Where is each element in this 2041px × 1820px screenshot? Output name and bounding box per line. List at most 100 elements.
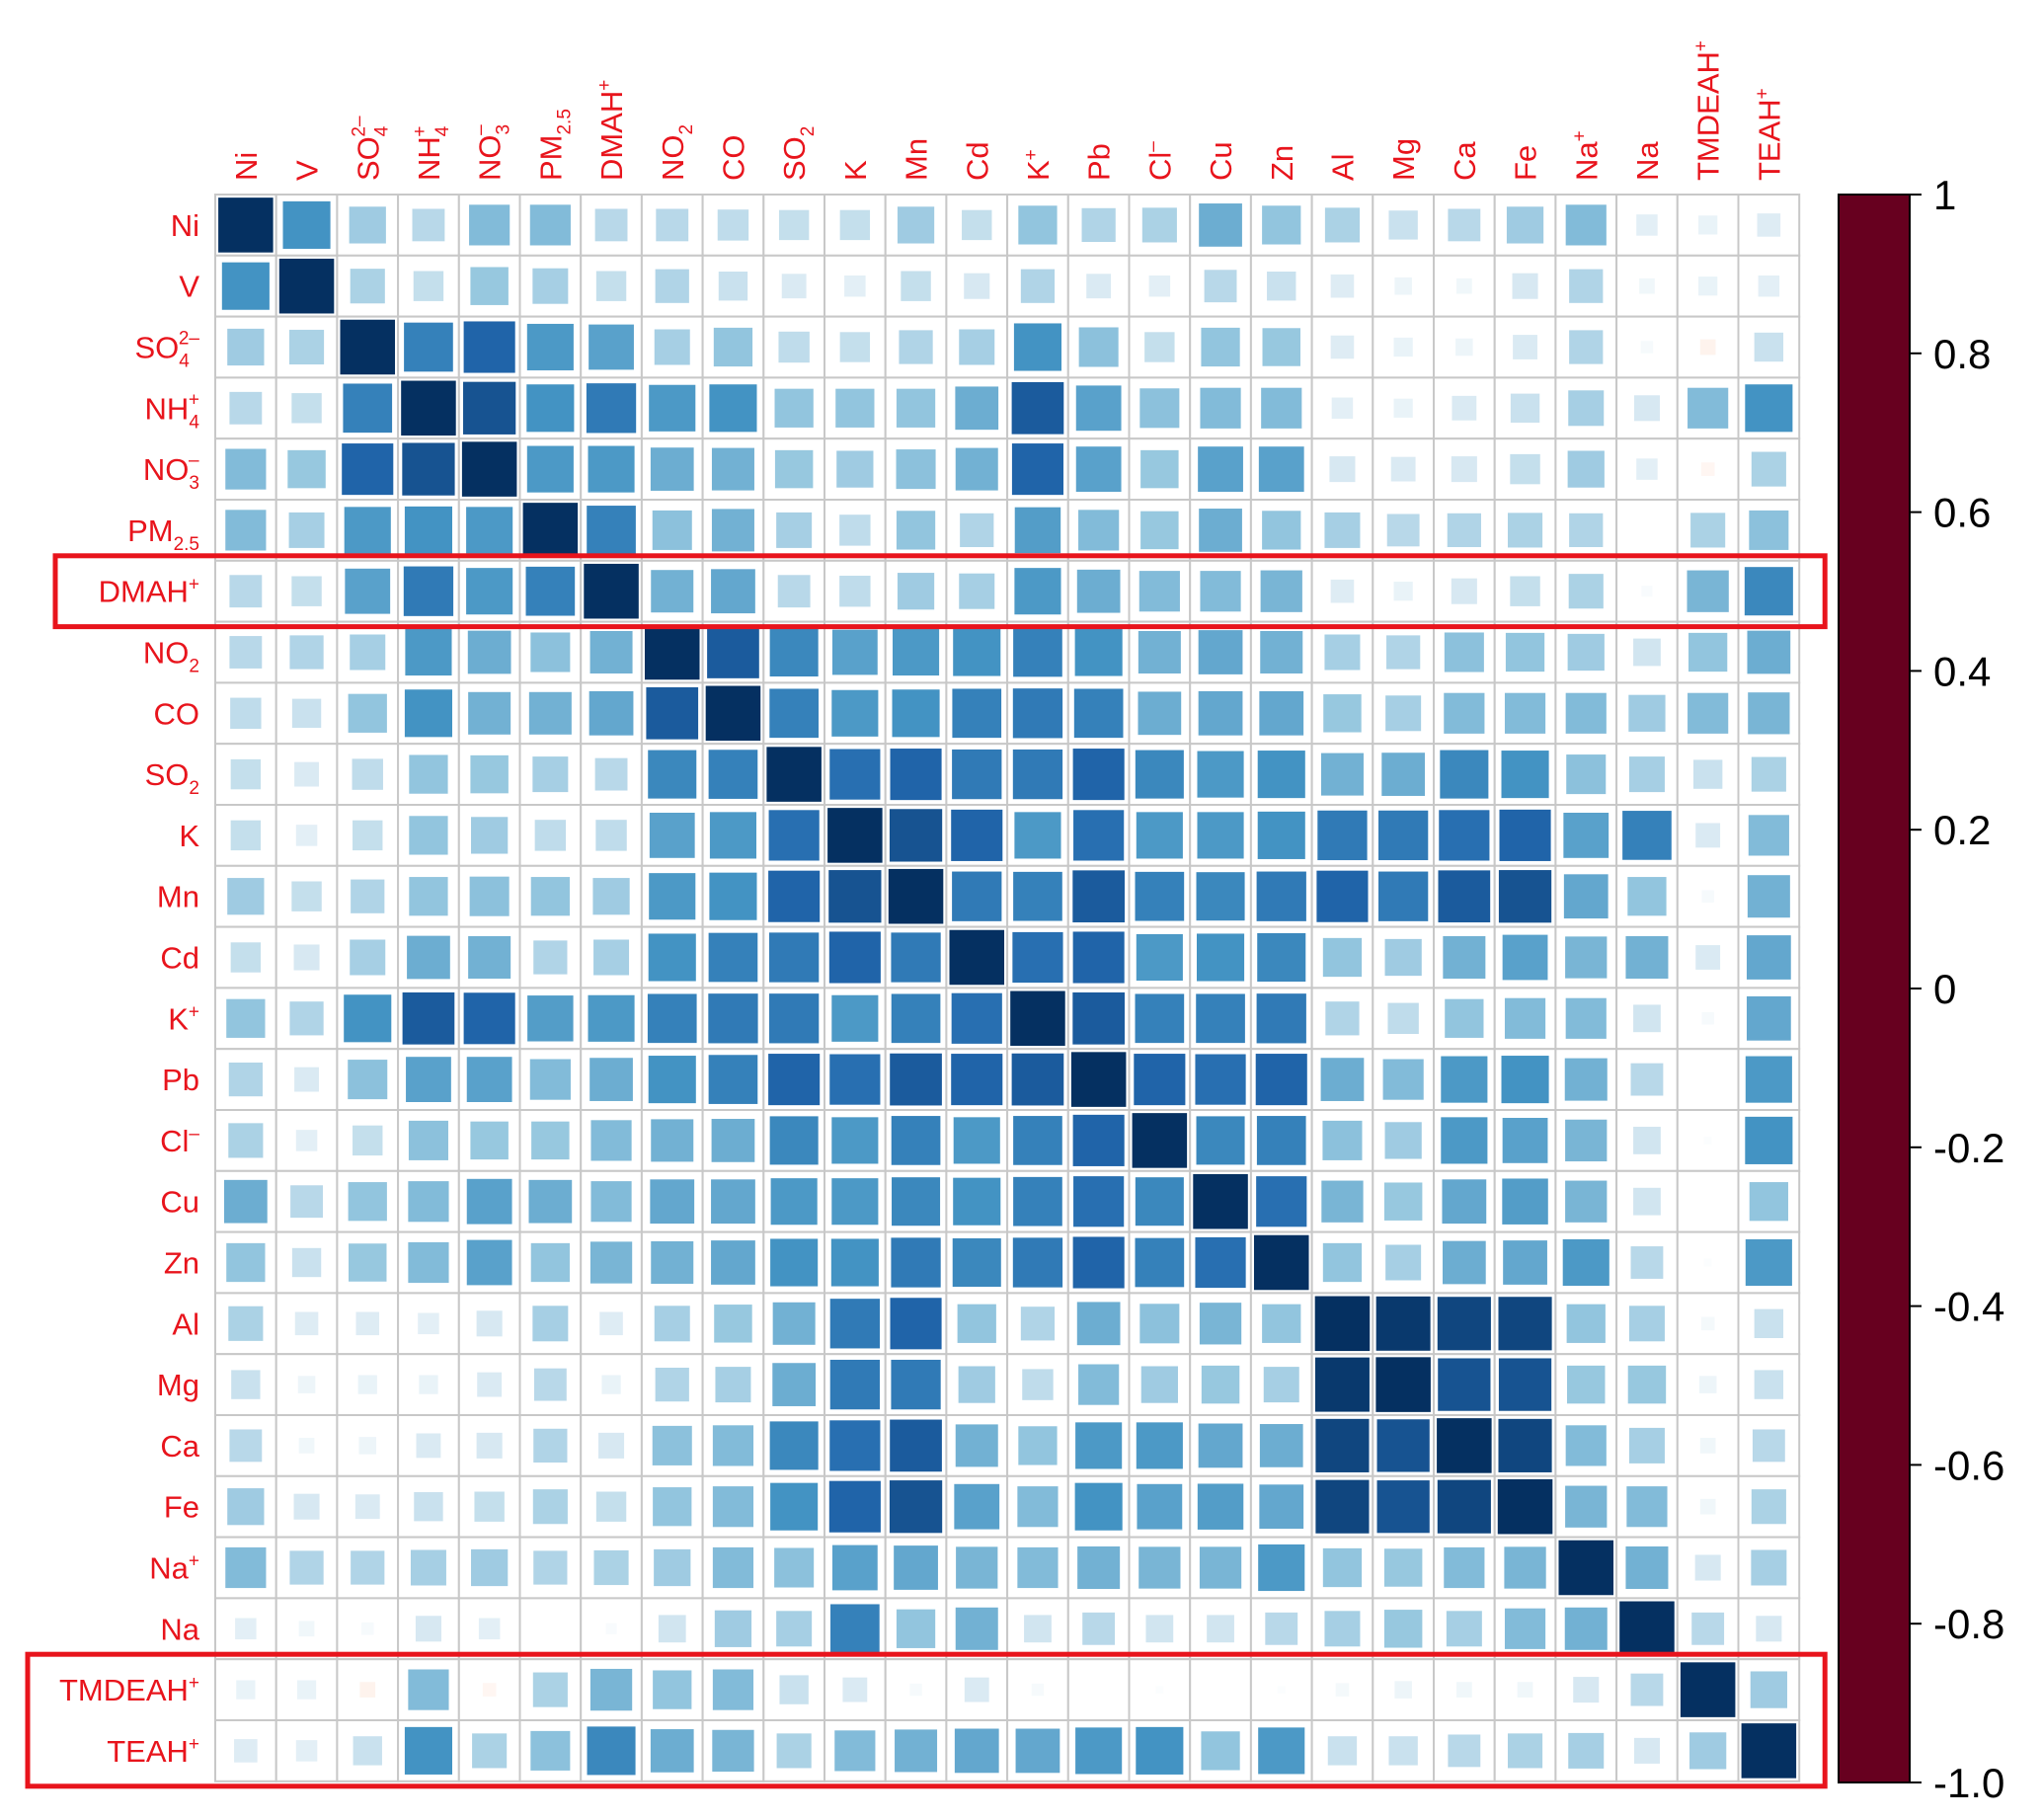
heatmap-cell (1688, 692, 1729, 734)
row-so42-label-subscript: 4 (179, 352, 190, 372)
heatmap-cell (711, 1119, 755, 1162)
col-k-label-base: K (1021, 160, 1056, 181)
heatmap-cell (1331, 397, 1354, 420)
heatmap-cell-frame (1615, 437, 1679, 502)
row-label-so42: SO42– (134, 329, 199, 372)
heatmap-cell (526, 384, 575, 433)
heatmap-cell (1072, 991, 1125, 1045)
heatmap-cell (1750, 1671, 1787, 1708)
heatmap-cell (844, 275, 866, 297)
column-label-v: V (290, 160, 325, 181)
heatmap-cell (594, 208, 628, 242)
heatmap-cell (1195, 1054, 1246, 1105)
heatmap-cell (532, 1489, 568, 1525)
heatmap-cell (1444, 632, 1484, 673)
heatmap-cell (1701, 1012, 1714, 1025)
heatmap-cell (1507, 1733, 1543, 1769)
heatmap-cell (1749, 1182, 1788, 1222)
heatmap-cell (1135, 871, 1185, 921)
heatmap-cell (1017, 1486, 1059, 1528)
heatmap-cell (769, 932, 820, 983)
heatmap-cell (718, 272, 748, 301)
heatmap-cell (839, 575, 871, 607)
heatmap-cell (1563, 874, 1609, 919)
heatmap-cell (1132, 1113, 1188, 1168)
heatmap-cell (1012, 931, 1063, 984)
heatmap-cell (1155, 1686, 1164, 1695)
heatmap-cell (711, 1179, 755, 1225)
heatmap-cell (1200, 571, 1241, 612)
heatmap-cell (1758, 275, 1780, 297)
heatmap-cell (1013, 627, 1062, 677)
heatmap-cell (236, 1680, 256, 1700)
col-cu-label-base: Cu (1204, 141, 1238, 181)
heatmap-cell (1020, 1306, 1056, 1341)
heatmap-cell (1253, 1234, 1309, 1291)
heatmap-cell (526, 323, 574, 371)
heatmap-cell (1011, 443, 1063, 496)
heatmap-cell (1438, 870, 1491, 923)
heatmap-cell (278, 258, 335, 314)
heatmap-cell (1014, 568, 1061, 615)
heatmap-cell (1558, 1540, 1614, 1596)
column-label-so2: SO2 (777, 126, 819, 181)
row-tmdeah-label-superscript: + (189, 1673, 199, 1694)
heatmap-cell (1641, 586, 1653, 597)
row-label-co: CO (154, 696, 200, 731)
heatmap-cell (1680, 1662, 1736, 1717)
heatmap-cell (1448, 208, 1481, 242)
heatmap-cell (589, 1058, 633, 1101)
heatmap-cell (831, 1117, 879, 1164)
heatmap-cell (770, 1482, 819, 1531)
heatmap-cell (951, 809, 1003, 861)
heatmap-cell (1259, 1484, 1304, 1530)
heatmap-cell (349, 206, 386, 244)
heatmap-cell (1698, 1376, 1717, 1393)
heatmap-cell-frame (1615, 1292, 1679, 1356)
heatmap-cell (1565, 1180, 1608, 1223)
heatmap-cell (1197, 933, 1245, 982)
heatmap-cell (1378, 810, 1429, 861)
heatmap-cell (1567, 633, 1605, 672)
heatmap-cell (1078, 1364, 1120, 1405)
heatmap-cell (1073, 810, 1125, 861)
heatmap-cell (1633, 1187, 1661, 1216)
heatmap-cell (1689, 1732, 1727, 1770)
heatmap-cell (829, 1299, 880, 1349)
heatmap-cell-frame (214, 1719, 277, 1782)
heatmap-cell (1199, 509, 1242, 552)
heatmap-cell (831, 1544, 878, 1591)
heatmap-cell (1698, 215, 1718, 235)
heatmap-cell (1745, 1238, 1792, 1287)
heatmap-cell (951, 1054, 1003, 1106)
heatmap-cell (955, 1607, 998, 1650)
row-na-label-base: Na (160, 1612, 199, 1646)
heatmap-cell (231, 1370, 261, 1399)
heatmap-cell (1201, 327, 1240, 367)
heatmap-cell (466, 568, 513, 615)
heatmap-cell (589, 690, 634, 736)
heatmap-cell (1565, 936, 1608, 979)
row-label-v: V (179, 270, 199, 304)
heatmap-cell-frame (580, 1292, 643, 1356)
heatmap-cell (1195, 1236, 1246, 1289)
heatmap-cell (964, 1677, 989, 1702)
heatmap-cell (1074, 628, 1123, 676)
heatmap-cell (774, 388, 814, 428)
heatmap-cell (1448, 1734, 1481, 1768)
col-cd-label-base: Cd (960, 141, 994, 181)
heatmap-cell (1139, 388, 1180, 429)
heatmap-cell (1700, 1316, 1715, 1331)
heatmap-cell (1014, 507, 1061, 554)
heatmap-cell (361, 1622, 374, 1635)
heatmap-cell (1140, 449, 1179, 489)
highlight-boxes (25, 553, 1828, 1789)
heatmap-cell (1446, 1611, 1482, 1647)
heatmap-cell (230, 820, 262, 851)
column-label-cd: Cd (960, 141, 994, 181)
heatmap-cell (291, 393, 322, 424)
heatmap-cell (836, 450, 874, 488)
heatmap-cell (532, 1672, 568, 1707)
heatmap-cell (650, 1729, 694, 1773)
heatmap-cell (770, 1238, 819, 1287)
